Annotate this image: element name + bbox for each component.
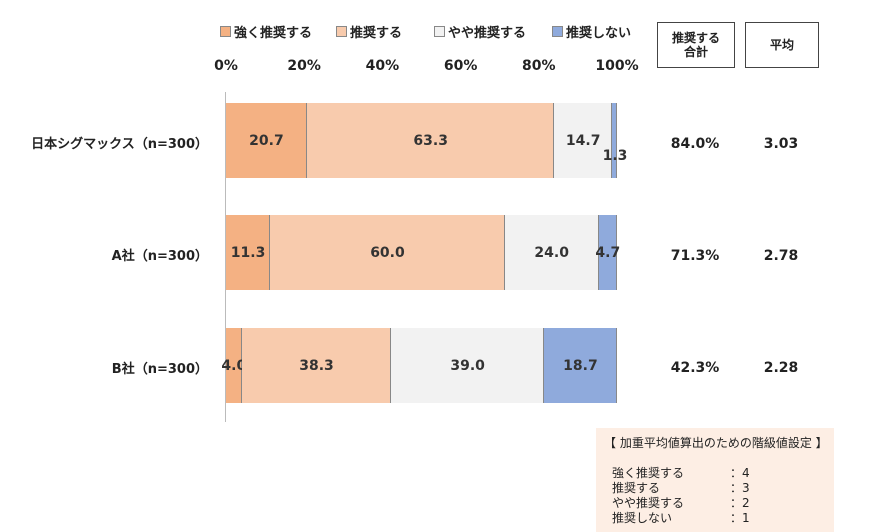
category-label-sigmax: 日本シグマックス（n=300）: [31, 137, 208, 152]
note-row-label: 推奨する: [612, 481, 661, 495]
weight-note-box: 【 加重平均値算出のための階級値設定 】 強く推奨する ：4 推奨する ：3 や…: [596, 428, 834, 532]
bar-value-label: 63.3: [413, 132, 448, 149]
legend-label: 強く推奨する: [234, 26, 313, 41]
bar-segment: [504, 215, 599, 290]
note-row-label: やや推奨する: [612, 496, 685, 510]
legend-swatch: [434, 26, 445, 37]
total-header-line1: 推奨する: [671, 31, 720, 45]
x-tick-label: 80%: [522, 58, 556, 74]
bar-segment: [391, 328, 544, 403]
average-header: 平均: [769, 38, 794, 52]
average-value: 3.03: [763, 136, 799, 152]
bar-segment: [611, 103, 617, 178]
note-row-label: 強く推奨する: [612, 466, 685, 480]
x-tick-label: 60%: [443, 58, 478, 74]
x-tick-label: 40%: [365, 58, 400, 74]
category-label-company-b: B社（n=300）: [111, 362, 208, 377]
legend-swatch: [552, 26, 563, 37]
category-label-company-a: A社（n=300）: [111, 249, 208, 264]
total-value: 42.3%: [670, 360, 720, 376]
bar-value-label: 20.7: [249, 132, 284, 149]
total-header-box: 推奨する 合計: [657, 22, 735, 68]
note-row-value: ：4: [730, 466, 750, 480]
x-tick-label: 100%: [595, 58, 639, 74]
legend-item-somewhat-recommend: やや推奨する: [434, 22, 526, 41]
total-value: 84.0%: [670, 136, 720, 152]
note-title: 【 加重平均値算出のための階級値設定 】: [604, 436, 828, 450]
note-row-value: ：2: [730, 496, 750, 510]
average-value: 2.78: [763, 248, 799, 264]
bar-segment: [241, 328, 392, 403]
average-header-box: 平均: [745, 22, 819, 68]
y-axis-line: [225, 92, 226, 422]
legend-item-strongly-recommend: 強く推奨する: [220, 22, 312, 41]
bar-value-label: 39.0: [450, 357, 485, 374]
total-header-line2: 合計: [683, 45, 708, 59]
bar-segment: [270, 215, 505, 290]
bar-value-label: 14.7: [565, 132, 601, 149]
bar-value-label: 60.0: [370, 244, 405, 261]
bar-value-label: 4.0: [221, 357, 247, 374]
note-row-value: ：1: [730, 511, 750, 525]
x-tick-label: 20%: [287, 58, 321, 74]
bar-segment: [554, 103, 612, 178]
note-row-value: ：3: [730, 481, 750, 495]
bar-segment: [598, 215, 617, 290]
bar-value-label: 38.3: [299, 357, 334, 374]
bar-segment: [543, 328, 617, 403]
legend-item-recommend: 推奨する: [336, 22, 402, 41]
legend-swatch: [336, 26, 347, 37]
legend-item-not-recommend: 推奨しない: [552, 22, 631, 41]
average-value: 2.28: [763, 360, 799, 376]
bar-value-label: 24.0: [534, 244, 569, 261]
bar-segment: [226, 328, 242, 403]
legend-label: やや推奨する: [448, 26, 527, 41]
bar-value-label: 1.3: [602, 147, 628, 164]
note-row-label: 推奨しない: [612, 511, 673, 525]
bar-value-label: 4.7: [595, 244, 621, 261]
total-value: 71.3%: [670, 248, 720, 264]
bar-value-label: 18.7: [563, 357, 598, 374]
legend-swatch: [220, 26, 231, 37]
bar-segment: [226, 215, 271, 290]
bar-segment: [306, 103, 555, 178]
bar-value-label: 11.3: [230, 244, 266, 261]
x-tick-label: 0%: [214, 58, 238, 74]
legend-label: 推奨しない: [566, 26, 632, 41]
legend-label: 推奨する: [350, 26, 403, 41]
bar-segment: [226, 103, 307, 178]
